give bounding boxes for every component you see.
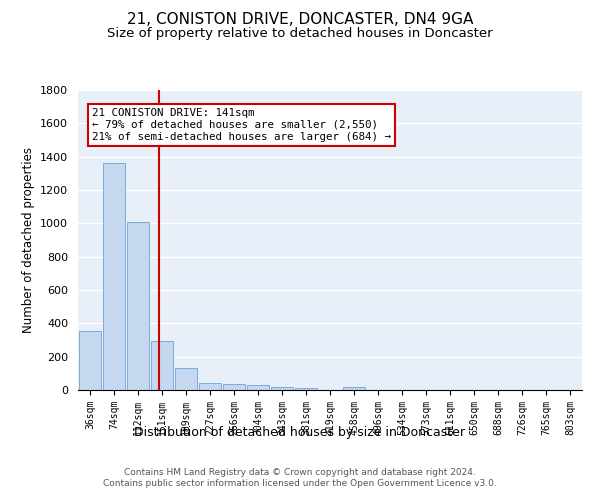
Text: 21 CONISTON DRIVE: 141sqm
← 79% of detached houses are smaller (2,550)
21% of se: 21 CONISTON DRIVE: 141sqm ← 79% of detac… [92,108,391,142]
Y-axis label: Number of detached properties: Number of detached properties [22,147,35,333]
Bar [199,384,221,390]
Bar [295,388,317,390]
Bar [271,386,293,390]
Text: Distribution of detached houses by size in Doncaster: Distribution of detached houses by size … [134,426,466,439]
Text: Size of property relative to detached houses in Doncaster: Size of property relative to detached ho… [107,28,493,40]
Bar [151,341,173,390]
Text: Contains HM Land Registry data © Crown copyright and database right 2024.
Contai: Contains HM Land Registry data © Crown c… [103,468,497,487]
Bar [223,384,245,390]
Bar [175,368,197,390]
Bar [79,331,101,390]
Bar [103,164,125,390]
Bar [247,385,269,390]
Bar [343,386,365,390]
Text: 21, CONISTON DRIVE, DONCASTER, DN4 9GA: 21, CONISTON DRIVE, DONCASTER, DN4 9GA [127,12,473,28]
Bar [127,222,149,390]
